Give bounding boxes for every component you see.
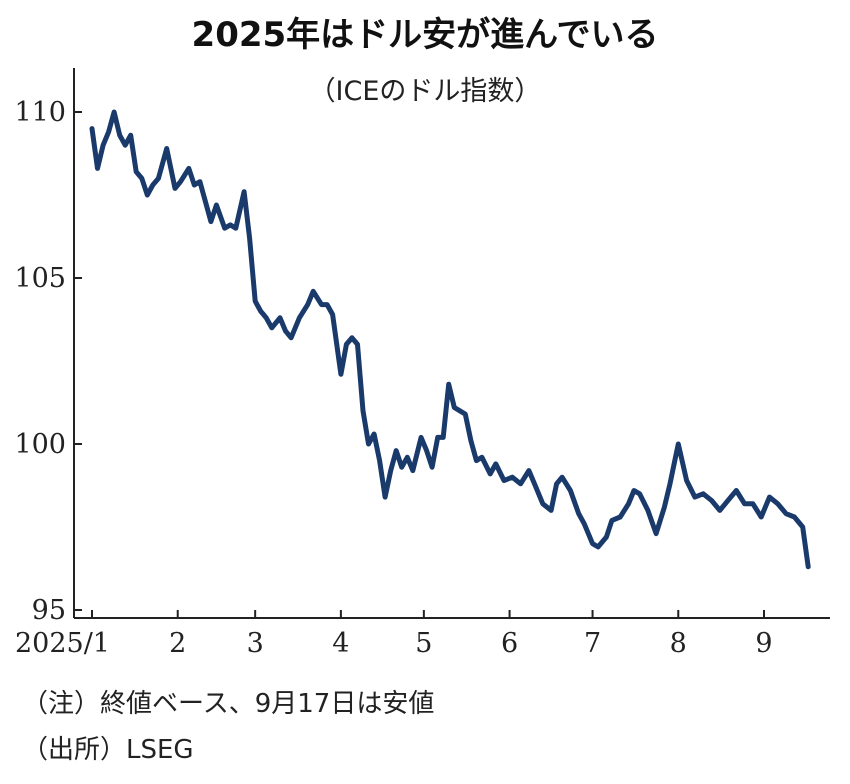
dollar-index-line xyxy=(89,109,811,570)
chart-title: 2025年はドル安が進んでいる xyxy=(192,15,659,55)
y-tick-label: 100 xyxy=(14,429,66,460)
y-tick-label: 110 xyxy=(14,97,66,128)
x-tick-label: 2 xyxy=(169,628,186,659)
note-text: （注）終値ベース、9月17日は安値 xyxy=(22,689,434,719)
y-tick-label: 95 xyxy=(32,595,66,626)
x-tick-label: 9 xyxy=(755,628,772,659)
x-tick-label: 4 xyxy=(332,628,349,659)
chart-axes: 95 100 105 110 2025/1 2 3 4 5 6 7 8 9 xyxy=(14,68,830,659)
line-layer xyxy=(89,109,811,570)
x-tick-label: 3 xyxy=(247,628,264,659)
x-tick-label: 7 xyxy=(584,628,601,659)
x-tick-label: 6 xyxy=(501,628,518,659)
source-text: （出所）LSEG xyxy=(22,735,194,765)
x-tick-label: 5 xyxy=(415,628,432,659)
chart-subtitle: （ICEのドル指数） xyxy=(309,76,542,107)
x-tick-label: 2025/1 xyxy=(15,628,110,659)
x-tick-label: 8 xyxy=(670,628,687,659)
y-tick-label: 105 xyxy=(14,263,66,294)
